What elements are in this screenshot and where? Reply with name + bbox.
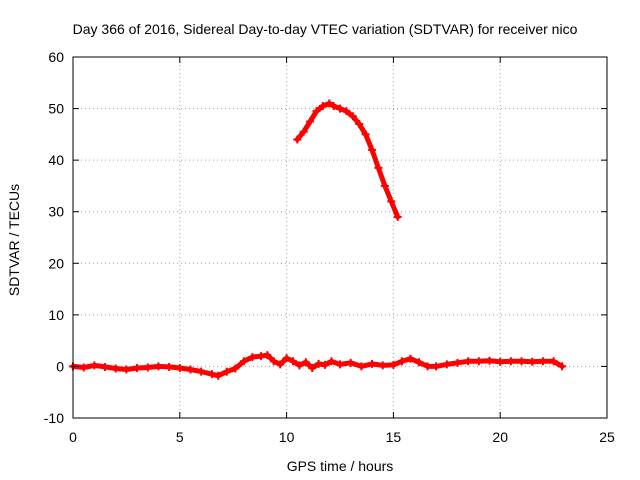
data-point	[517, 357, 526, 366]
data-point	[276, 360, 285, 369]
y-tick-label: 20	[48, 255, 64, 271]
data-point	[301, 358, 310, 367]
data-series	[69, 99, 567, 380]
data-point	[336, 104, 344, 113]
x-tick-label: 15	[386, 429, 402, 445]
data-point	[406, 354, 415, 363]
data-point	[122, 365, 131, 374]
data-point	[207, 370, 216, 379]
y-tick-label: 60	[48, 49, 64, 65]
data-point	[282, 354, 291, 363]
data-point	[538, 357, 547, 366]
x-tick-label: 25	[599, 429, 615, 445]
data-point	[432, 362, 441, 371]
data-point	[325, 99, 334, 108]
data-point	[314, 359, 323, 368]
y-tick-label: 30	[48, 204, 64, 220]
y-tick-label: 10	[48, 307, 64, 323]
data-point	[368, 145, 377, 154]
x-tick-label: 5	[176, 429, 184, 445]
x-tick-label: 0	[69, 429, 77, 445]
data-point	[329, 101, 338, 110]
data-point	[79, 363, 88, 372]
data-point	[295, 361, 304, 370]
y-axis-label: SDTVAR / TECUs	[6, 184, 22, 296]
data-point	[186, 365, 195, 374]
data-point	[558, 362, 567, 371]
data-point	[248, 353, 257, 362]
data-point	[90, 361, 99, 370]
data-point	[289, 357, 298, 366]
data-point	[308, 363, 317, 372]
data-point	[415, 358, 424, 367]
data-point	[165, 362, 174, 371]
data-point	[342, 107, 351, 116]
data-point	[222, 367, 231, 376]
data-point	[321, 360, 330, 369]
data-point	[239, 357, 248, 366]
data-point	[453, 358, 462, 367]
data-point	[387, 197, 396, 206]
y-tick-label: 0	[56, 358, 64, 374]
data-point	[346, 358, 355, 367]
x-axis-label: GPS time / hours	[287, 458, 394, 474]
y-tick-label: -10	[44, 410, 64, 426]
data-point	[393, 212, 402, 221]
y-tick-label: 40	[48, 152, 64, 168]
data-point	[355, 120, 364, 129]
plot-frame	[72, 56, 608, 419]
data-point	[214, 371, 223, 380]
data-point	[175, 363, 184, 372]
x-tick-label: 20	[492, 429, 508, 445]
data-point	[269, 357, 278, 366]
chart-title: Day 366 of 2016, Sidereal Day-to-day VTE…	[73, 21, 578, 37]
data-point	[336, 360, 344, 369]
data-point	[327, 357, 336, 366]
axis-ticks: 0 5 10 15 20 25 -10 0 10 20 30 40 50 60	[44, 49, 615, 445]
data-point	[299, 127, 308, 136]
data-point	[368, 359, 377, 368]
data-point	[111, 364, 120, 373]
data-point	[423, 362, 432, 371]
data-point	[442, 360, 451, 369]
data-point	[380, 181, 389, 190]
data-point	[378, 361, 387, 370]
data-point	[464, 357, 473, 366]
data-point	[528, 357, 537, 366]
data-point	[389, 360, 398, 369]
data-point	[549, 357, 558, 366]
data-point	[361, 130, 370, 139]
data-point	[143, 363, 152, 372]
data-point	[312, 107, 321, 116]
data-point	[263, 351, 272, 360]
data-point	[101, 362, 110, 371]
data-point	[306, 117, 315, 126]
data-point	[496, 357, 505, 366]
data-point	[485, 356, 494, 365]
data-point	[506, 357, 515, 366]
data-point	[374, 163, 383, 172]
data-point	[474, 357, 483, 366]
data-point	[397, 357, 406, 366]
data-point	[293, 135, 302, 144]
data-point	[348, 112, 357, 121]
data-point	[197, 367, 206, 376]
data-point	[154, 362, 163, 371]
data-point	[256, 352, 265, 361]
data-point	[357, 362, 366, 371]
data-point	[318, 101, 327, 110]
data-point	[231, 364, 240, 373]
y-tick-label: 50	[48, 101, 64, 117]
x-tick-label: 10	[279, 429, 295, 445]
data-point	[133, 363, 142, 372]
